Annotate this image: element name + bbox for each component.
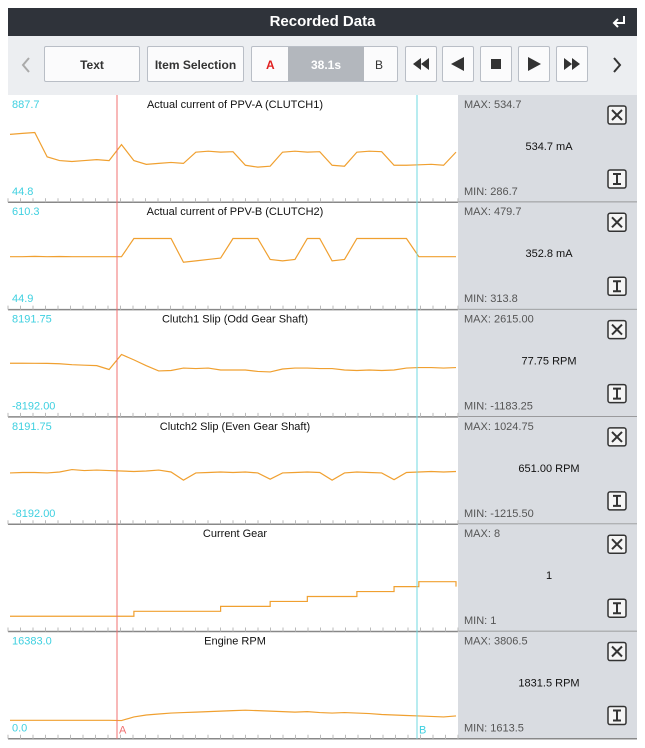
- max-label: MAX: 534.7: [464, 99, 521, 111]
- min-label: MIN: 1: [464, 615, 496, 627]
- current-value: 77.75 RPM: [521, 356, 576, 368]
- info-area: [458, 95, 637, 203]
- text-button[interactable]: Text: [44, 46, 140, 82]
- close-icon: [611, 216, 623, 229]
- close-icon: [611, 431, 623, 443]
- play-button[interactable]: [518, 46, 550, 82]
- info-area: [458, 416, 637, 525]
- max-label: MAX: 1024.75: [464, 421, 534, 433]
- close-icon: [611, 323, 623, 336]
- scale-icon: [613, 494, 621, 507]
- cursor-a[interactable]: A: [266, 58, 275, 72]
- min-label: MIN: -1215.50: [464, 508, 534, 520]
- trace: [10, 353, 457, 373]
- max-label: MAX: 2615.00: [464, 314, 534, 326]
- close-icon: [611, 538, 623, 550]
- range-label: -8192.00: [12, 401, 55, 413]
- panel-title: Actual current of PPV-A (CLUTCH1): [147, 99, 323, 111]
- trace: [10, 237, 456, 263]
- min-label: MIN: 286.7: [464, 186, 518, 198]
- panel-title: Clutch1 Slip (Odd Gear Shaft): [162, 314, 308, 326]
- panel-title: Actual current of PPV-B (CLUTCH2): [147, 206, 324, 218]
- current-value: 352.8 mA: [525, 248, 573, 260]
- step-back-button[interactable]: [442, 46, 474, 82]
- max-label: MAX: 3806.5: [464, 635, 528, 647]
- panel-title: Engine RPM: [204, 635, 266, 647]
- scale-icon: [613, 387, 621, 400]
- stop-button[interactable]: [480, 46, 512, 82]
- range-label: 8191.75: [12, 421, 52, 433]
- rewind-button[interactable]: [405, 46, 437, 82]
- cursor-b[interactable]: B: [374, 58, 383, 72]
- min-label: MIN: 313.8: [464, 293, 518, 305]
- fast-forward-button[interactable]: [556, 46, 588, 82]
- info-area: [458, 524, 637, 632]
- range-label: 8191.75: [12, 314, 52, 326]
- cursor-b-label: B: [419, 725, 426, 737]
- cursor-box: A 38.1s B: [251, 46, 398, 82]
- max-label: MAX: 8: [464, 528, 500, 540]
- min-label: MIN: -1183.25: [464, 401, 533, 413]
- trace: [10, 709, 457, 722]
- range-label: 0.0: [12, 722, 27, 734]
- range-label: 610.3: [12, 206, 40, 218]
- scale-icon: [613, 173, 621, 185]
- cursor-a-label: A: [119, 725, 127, 737]
- close-icon: [611, 645, 623, 658]
- trace: [9, 131, 457, 168]
- range-label: 44.9: [12, 293, 33, 305]
- time: 38.1s: [288, 47, 364, 81]
- max-label: MAX: 479.7: [464, 206, 521, 218]
- scale-icon: [613, 709, 621, 722]
- current-value: 1: [546, 570, 552, 582]
- next-arrow[interactable]: [611, 56, 623, 74]
- current-value: 534.7 mA: [525, 141, 573, 153]
- current-value: 1831.5 RPM: [518, 677, 579, 689]
- range-label: 16383.0: [12, 635, 52, 647]
- info-area: [458, 309, 637, 417]
- back-icon[interactable]: [611, 14, 627, 30]
- close-icon: [611, 109, 623, 121]
- header: Recorded Data: [8, 8, 637, 36]
- info-area: [458, 631, 637, 739]
- trace: [9, 468, 457, 481]
- range-label: -8192.00: [12, 508, 55, 520]
- scale-icon: [613, 280, 621, 293]
- info-area: [458, 202, 637, 310]
- current-value: 651.00 RPM: [518, 463, 579, 475]
- item-selection-button[interactable]: Item Selection: [147, 46, 244, 82]
- scale-icon: [613, 602, 621, 615]
- range-label: 887.7: [12, 99, 40, 111]
- panel-title: Clutch2 Slip (Even Gear Shaft): [160, 421, 310, 433]
- toolbar: Text Item Selection A 38.1s B: [8, 36, 637, 95]
- header-title: Recorded Data: [269, 13, 376, 30]
- range-label: 44.8: [12, 186, 33, 198]
- prev-arrow[interactable]: [20, 56, 32, 74]
- panel-title: Current Gear: [203, 528, 268, 540]
- min-label: MIN: 1613.5: [464, 722, 524, 734]
- trace: [10, 581, 457, 617]
